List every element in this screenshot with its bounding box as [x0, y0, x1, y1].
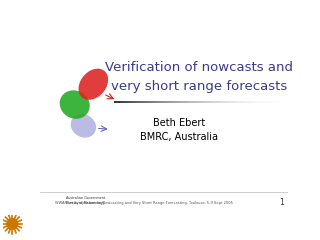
- Text: Beth Ebert: Beth Ebert: [153, 118, 205, 128]
- Text: BMRC, Australia: BMRC, Australia: [140, 132, 218, 142]
- Ellipse shape: [78, 69, 108, 100]
- Text: Verification of nowcasts and: Verification of nowcasts and: [105, 61, 293, 74]
- Text: 1: 1: [280, 198, 284, 207]
- Text: Australian Government: Australian Government: [66, 196, 105, 200]
- Text: Bureau of Meteorology: Bureau of Meteorology: [66, 201, 104, 205]
- Ellipse shape: [71, 114, 96, 138]
- Ellipse shape: [60, 90, 90, 119]
- Text: WWAR Int Symposium on Nowcasting and Very Short Range Forecasting, Toulouse, 5-9: WWAR Int Symposium on Nowcasting and Ver…: [55, 201, 233, 205]
- Text: very short range forecasts: very short range forecasts: [111, 80, 287, 93]
- Circle shape: [7, 219, 18, 229]
